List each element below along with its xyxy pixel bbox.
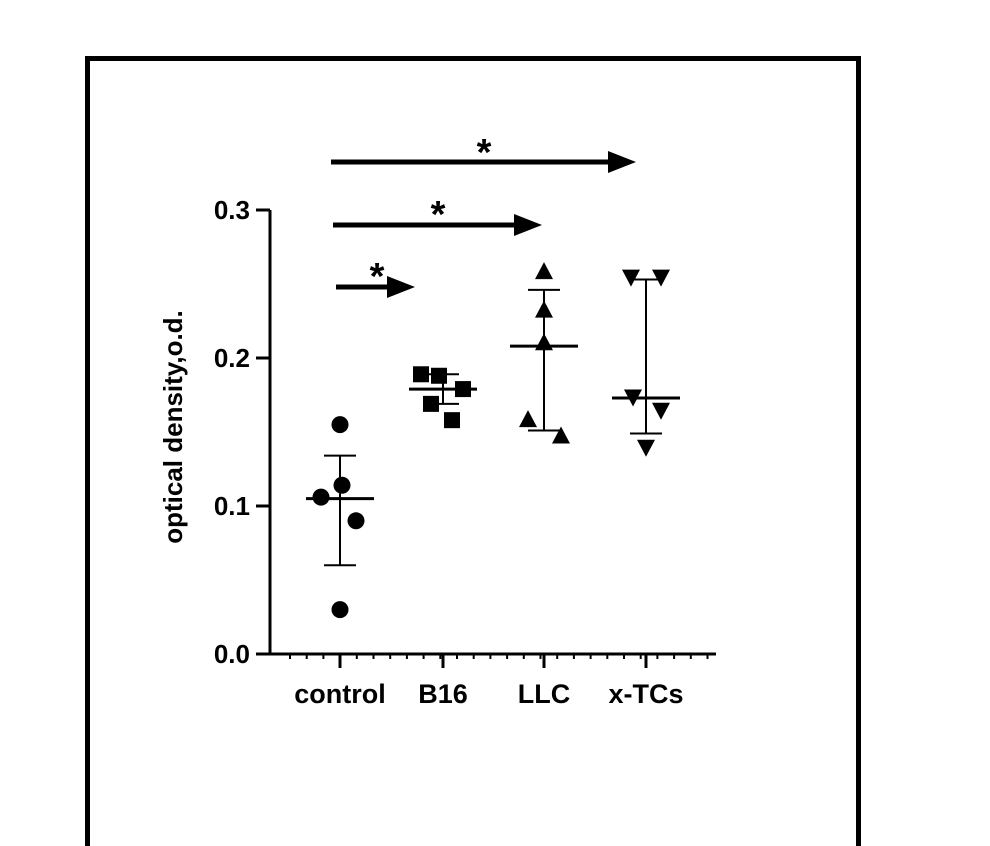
significance-label: * [431, 194, 446, 236]
data-point-square [455, 381, 471, 398]
data-point-circle [333, 476, 351, 494]
data-point-triangle-down [622, 269, 640, 287]
significance-label: * [477, 132, 492, 174]
significance-annotations: * * * [331, 132, 636, 298]
data-point-triangle-down [637, 439, 655, 457]
data-point-triangle-up [535, 262, 553, 280]
data-points [312, 262, 670, 619]
significance-arrowhead [387, 276, 415, 298]
data-point-triangle-up [535, 333, 553, 351]
significance-arrowhead [514, 214, 542, 236]
data-point-triangle-down [624, 389, 642, 407]
data-point-triangle-down [652, 269, 670, 287]
data-point-triangle-up [535, 300, 553, 318]
x-tick-label: x-TCs [608, 679, 683, 709]
data-point-triangle-up [519, 410, 537, 428]
significance-label: * [370, 256, 385, 298]
x-tick-label: B16 [418, 679, 468, 709]
y-tick-label: 0.2 [214, 343, 250, 373]
data-point-triangle-up [552, 426, 570, 444]
y-tick-label: 0.1 [214, 491, 250, 521]
data-point-square [423, 395, 439, 412]
significance-arrowhead [608, 151, 636, 173]
chart-axes: 0.0 0.1 0.2 0.3 control B16 LLC x-TCs [214, 195, 716, 709]
data-point-circle [312, 488, 330, 506]
x-tick-label: control [294, 679, 386, 709]
data-point-square [431, 367, 447, 384]
data-point-square [413, 366, 429, 383]
figure-frame [85, 56, 861, 846]
x-tick-label: LLC [518, 679, 570, 709]
data-point-circle [331, 416, 349, 434]
y-axis-title: optical density,o.d. [158, 310, 188, 544]
y-tick-label: 0.3 [214, 195, 250, 225]
data-point-circle [347, 512, 365, 530]
y-tick-label: 0.0 [214, 639, 250, 669]
data-point-triangle-down [652, 402, 670, 420]
data-point-square [444, 412, 460, 429]
data-point-circle [331, 601, 349, 619]
